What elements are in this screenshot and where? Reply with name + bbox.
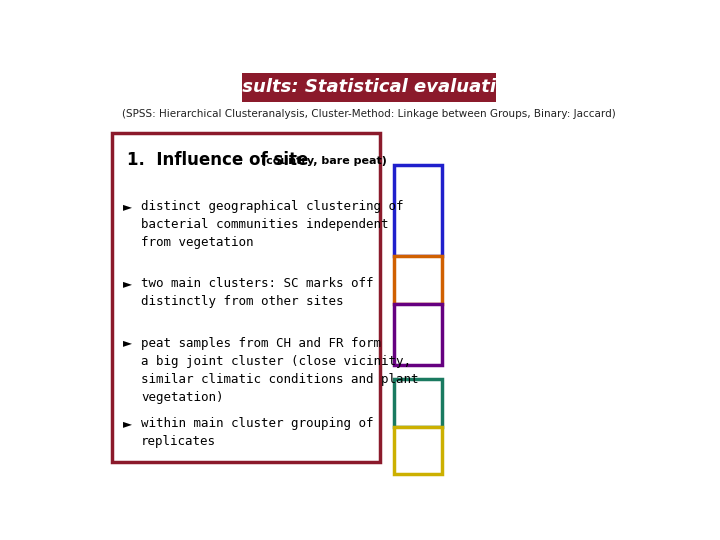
Text: (country, bare peat): (country, bare peat)	[261, 156, 387, 166]
Bar	[112, 132, 380, 462]
Bar	[394, 303, 442, 365]
Text: distinct geographical clustering of
bacterial communities independent
from veget: distinct geographical clustering of bact…	[141, 200, 404, 249]
Text: ►: ►	[122, 200, 132, 213]
Bar	[394, 427, 442, 475]
Text: ►: ►	[122, 336, 132, 349]
Text: Results: Statistical evaluation: Results: Statistical evaluation	[217, 78, 521, 96]
Bar	[242, 72, 496, 102]
Text: two main clusters: SC marks off
distinctly from other sites: two main clusters: SC marks off distinct…	[141, 278, 374, 308]
Text: (SPSS: Hierarchical Clusteranalysis, Cluster-Method: Linkage between Groups, Bin: (SPSS: Hierarchical Clusteranalysis, Clu…	[122, 109, 616, 119]
Text: peat samples from CH and FR form
a big joint cluster (close vicinity,
similar cl: peat samples from CH and FR form a big j…	[141, 336, 418, 403]
Text: ►: ►	[122, 278, 132, 291]
Bar	[394, 379, 442, 427]
Text: ►: ►	[122, 417, 132, 430]
Text: within main cluster grouping of
replicates: within main cluster grouping of replicat…	[141, 417, 374, 448]
Bar	[394, 165, 442, 256]
Text: 1.  Influence of site: 1. Influence of site	[127, 151, 315, 169]
Bar	[394, 256, 442, 303]
